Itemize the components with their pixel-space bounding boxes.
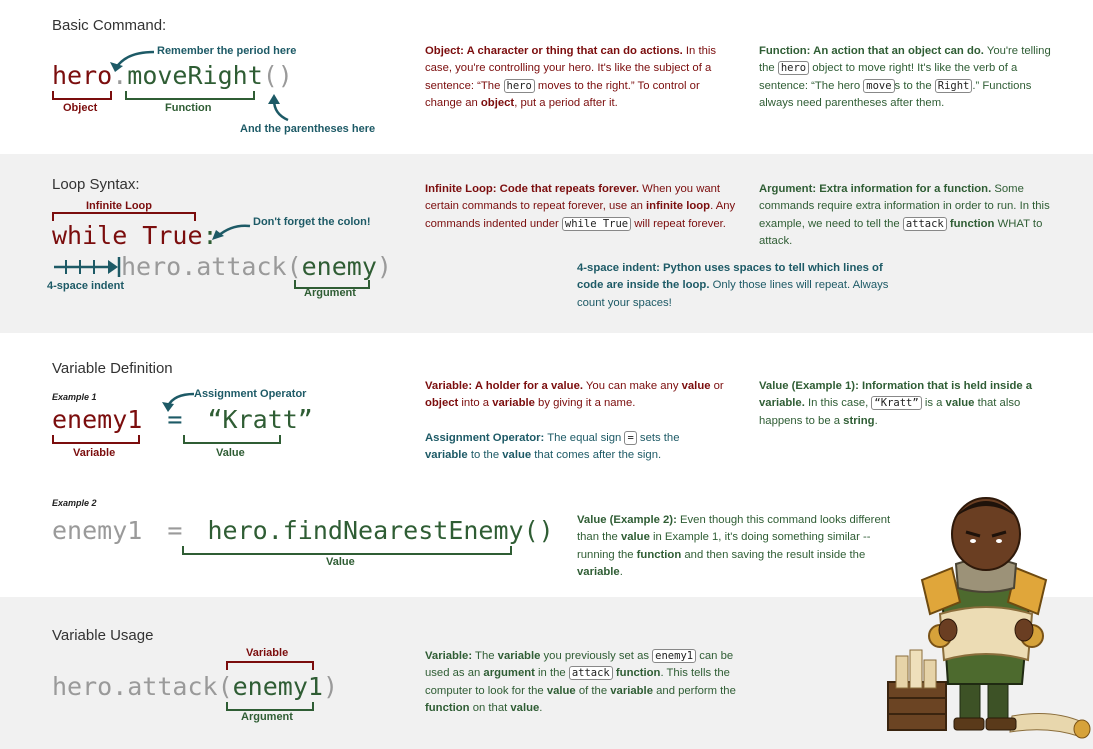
- loop-section-background: [0, 154, 1093, 333]
- infinite-loop-label: Infinite Loop: [86, 200, 152, 212]
- variable-usage-heading: Variable Usage: [52, 627, 154, 644]
- code-find-nearest-enemy: hero.findNearestEnemy(): [207, 516, 554, 545]
- assignment-operator-label: Assignment Operator: [194, 388, 307, 400]
- period-arrow-icon: [110, 50, 155, 72]
- code-colon: :: [202, 221, 218, 250]
- code-usage-argument: enemy1: [232, 672, 323, 701]
- function-bracket: [125, 91, 255, 100]
- variable-bracket: [52, 435, 140, 444]
- variable-definition-heading: Variable Definition: [52, 360, 173, 377]
- code-object: hero: [52, 61, 113, 90]
- indent-label: 4-space indent: [47, 280, 125, 292]
- parentheses-arrow-icon: [268, 94, 289, 122]
- parentheses-note: And the parentheses here: [240, 123, 376, 135]
- while-code: while True:: [52, 222, 218, 250]
- colon-arrow-icon: [212, 224, 251, 240]
- argument-bracket: [294, 280, 370, 289]
- colon-note: Don't forget the colon!: [253, 216, 371, 228]
- code-argument: enemy: [301, 252, 377, 281]
- loop-syntax-heading: Loop Syntax:: [52, 176, 140, 193]
- usage-code: hero.attack(enemy1): [52, 673, 338, 701]
- period-note: Remember the period here: [157, 45, 297, 57]
- infinite-loop-bracket: [52, 212, 196, 221]
- hero-illustration: [887, 497, 1091, 739]
- code-attack-call: hero.attack(: [121, 252, 302, 281]
- object-description: Object: A character or thing that can do…: [425, 45, 717, 110]
- usage-argument-label: Argument: [241, 711, 293, 723]
- code-variable-name: enemy1: [52, 405, 143, 434]
- code-usage-call: hero.attack(: [52, 672, 233, 701]
- example-1-label: Example 1: [52, 392, 97, 402]
- function-description: Function: An action that an object can d…: [759, 45, 1051, 110]
- usage-description: Variable: The variable you previously se…: [425, 649, 736, 715]
- usage-variable-bracket: [226, 661, 314, 670]
- code-variable-name-2: enemy1: [52, 516, 143, 545]
- code-close-paren: ): [376, 252, 392, 281]
- code-equals-2: =: [167, 516, 183, 545]
- object-bracket: [52, 91, 112, 100]
- object-label: Object: [63, 102, 98, 114]
- argument-label: Argument: [304, 287, 356, 299]
- variable-code-2: enemy1 = hero.findNearestEnemy(): [52, 517, 554, 545]
- value-2-description: Value (Example 2): Even though this comm…: [577, 514, 891, 579]
- usage-argument-bracket: [226, 702, 314, 711]
- indent-description: 4-space indent: Python uses spaces to te…: [577, 262, 889, 309]
- attack-code: hero.attack(enemy): [121, 253, 392, 281]
- variable-description: Variable: A holder for a value. You can …: [425, 380, 724, 410]
- code-equals: =: [167, 405, 183, 434]
- code-function: moveRight: [127, 61, 263, 90]
- value-label: Value: [216, 447, 245, 459]
- value-bracket: [183, 435, 281, 444]
- code-parens: (): [262, 61, 293, 90]
- basic-command-code: hero.moveRight(): [52, 62, 293, 90]
- example-2-label: Example 2: [52, 498, 97, 508]
- value-2-label: Value: [326, 556, 355, 568]
- variable-label: Variable: [73, 447, 116, 459]
- value-1-description: Value (Example 1): Information that is h…: [759, 380, 1033, 427]
- value-2-bracket: [182, 546, 512, 555]
- indent-arrow-icon: [54, 257, 121, 277]
- function-label: Function: [165, 102, 212, 114]
- assignment-arrow-icon: [162, 392, 195, 412]
- assignment-description: Assignment Operator: The equal sign = se…: [425, 431, 680, 462]
- variable-code-1: enemy1 = “Kratt”: [52, 406, 313, 434]
- infinite-loop-description: Infinite Loop: Code that repeats forever…: [425, 183, 736, 231]
- argument-description: Argument: Extra information for a functi…: [759, 183, 1050, 248]
- basic-command-heading: Basic Command:: [52, 17, 167, 34]
- code-kratt-value: “Kratt”: [207, 405, 313, 434]
- code-usage-close: ): [322, 672, 338, 701]
- usage-variable-label: Variable: [246, 647, 289, 659]
- code-while-true: while True: [52, 221, 203, 250]
